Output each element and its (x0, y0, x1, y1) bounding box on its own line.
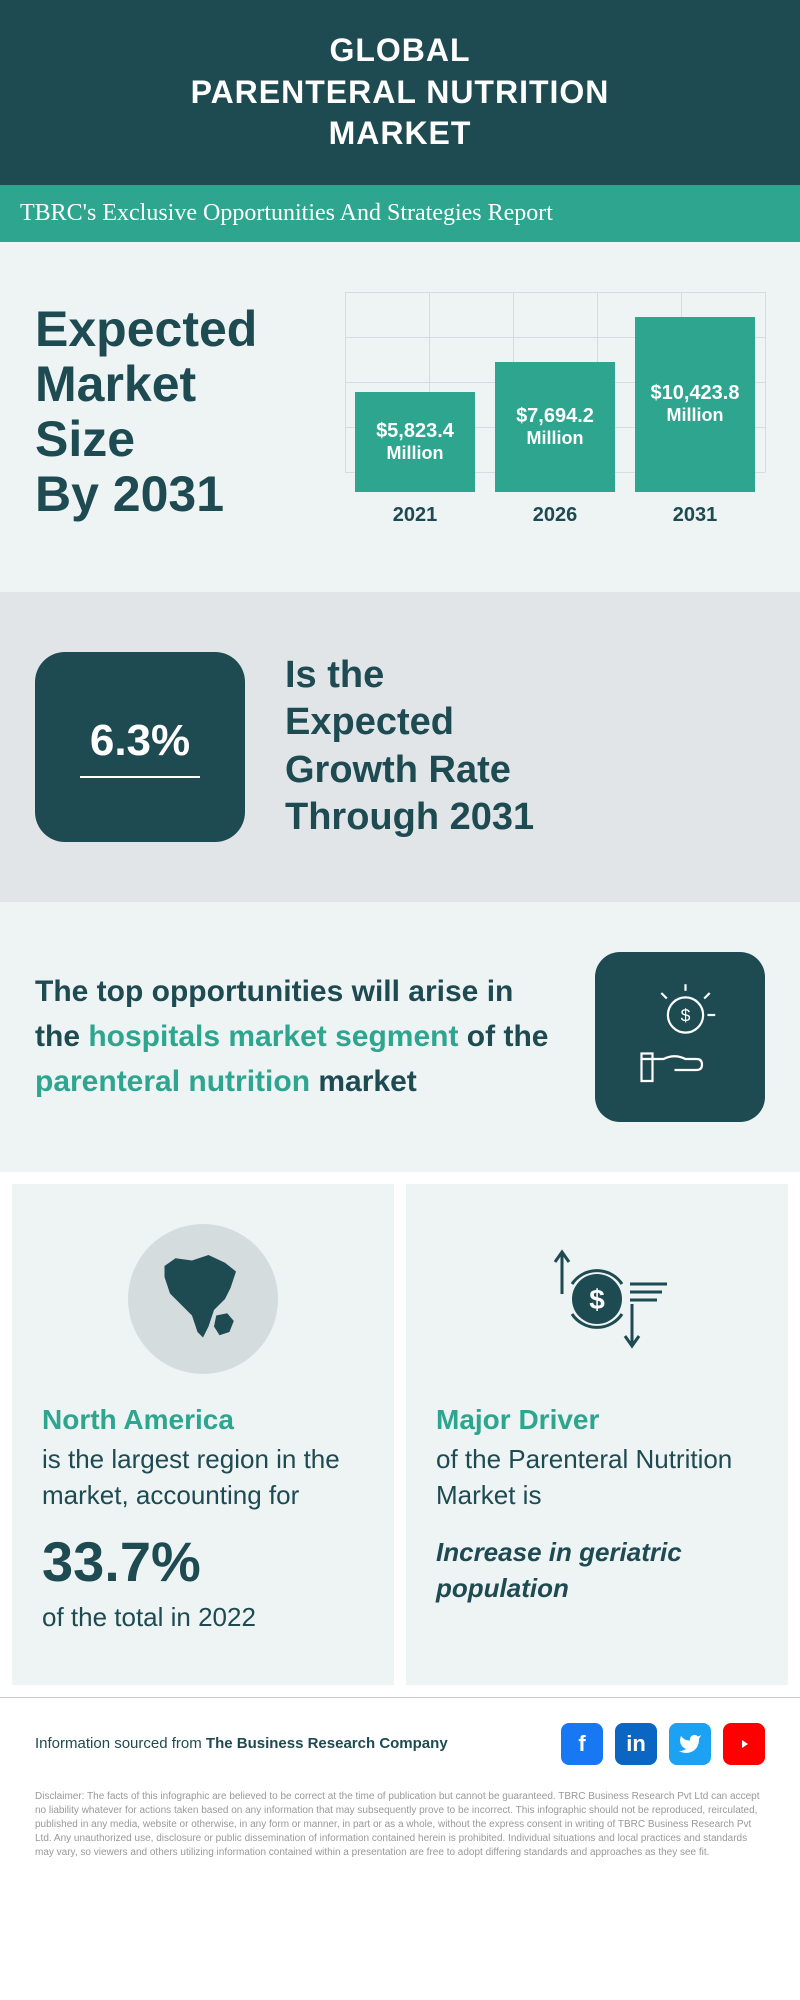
header: GLOBAL PARENTERAL NUTRITION MARKET (0, 0, 800, 185)
lightbulb-hand-icon: $ (595, 952, 765, 1122)
north-america-icon (42, 1224, 364, 1374)
rate-text: Is the Expected Growth Rate Through 2031 (285, 652, 534, 842)
market-size-title: Expected Market Size By 2031 (35, 302, 315, 522)
bar-chart: $5,823.4Million 2021 $7,694.2Million 2026 $1… (345, 292, 765, 532)
region-title: North America (42, 1404, 364, 1436)
footer: Information sourced from The Business Re… (0, 1697, 800, 1780)
market-size-section: Expected Market Size By 2031 $5,823.4Mil… (0, 242, 800, 592)
region-percent: 33.7% (42, 1529, 364, 1594)
linkedin-icon[interactable]: in (615, 1723, 657, 1765)
chart-bar-label: 2031 (635, 504, 755, 527)
rate-box: 6.3% (35, 652, 245, 842)
disclaimer-text: Disclaimer: The facts of this infographi… (0, 1780, 800, 1885)
chart-bar: $10,423.8Million (635, 317, 755, 492)
opportunity-section: The top opportunities will arise in the … (0, 902, 800, 1172)
youtube-icon[interactable] (723, 1723, 765, 1765)
dollar-cycle-icon: $ (436, 1224, 758, 1374)
svg-text:$: $ (681, 1005, 691, 1025)
rate-value: 6.3% (90, 716, 190, 766)
chart-bar-label: 2026 (495, 504, 615, 527)
growth-rate-section: 6.3% Is the Expected Growth Rate Through… (0, 592, 800, 902)
chart-bar: $7,694.2Million (495, 362, 615, 492)
chart-bar-label: 2021 (355, 504, 475, 527)
svg-text:$: $ (589, 1284, 605, 1315)
chart-bar: $5,823.4Million (355, 392, 475, 492)
rate-divider (80, 776, 200, 778)
cards-section: North America is the largest region in t… (0, 1172, 800, 1697)
facebook-icon[interactable]: f (561, 1723, 603, 1765)
driver-title: Major Driver (436, 1404, 758, 1436)
subtitle-banner: TBRC's Exclusive Opportunities And Strat… (0, 185, 800, 242)
twitter-icon[interactable] (669, 1723, 711, 1765)
region-text: is the largest region in the market, acc… (42, 1441, 364, 1514)
social-icons: f in (561, 1723, 765, 1765)
driver-card: $ Major Driver of the Parenteral Nutriti… (406, 1184, 788, 1685)
region-text2: of the total in 2022 (42, 1599, 364, 1635)
region-card: North America is the largest region in t… (12, 1184, 394, 1685)
driver-text2: Increase in geriatric population (436, 1534, 758, 1607)
opportunity-text: The top opportunities will arise in the … (35, 969, 565, 1104)
source-text: Information sourced from The Business Re… (35, 1735, 448, 1752)
header-title: GLOBAL PARENTERAL NUTRITION MARKET (20, 30, 780, 155)
driver-text: of the Parenteral Nutrition Market is (436, 1441, 758, 1514)
